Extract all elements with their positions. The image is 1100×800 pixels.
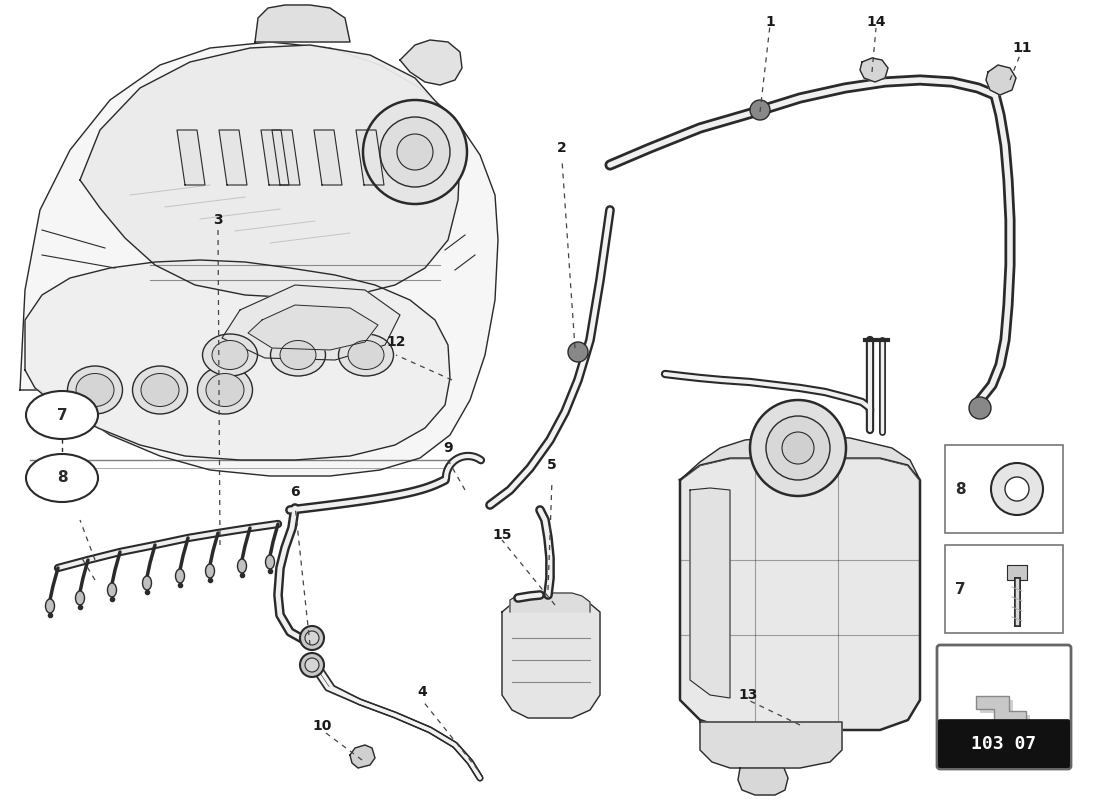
Polygon shape (700, 722, 842, 768)
Ellipse shape (198, 366, 253, 414)
Ellipse shape (271, 334, 326, 376)
Polygon shape (860, 58, 888, 82)
Circle shape (1005, 477, 1028, 501)
Text: 2: 2 (557, 141, 566, 155)
Polygon shape (20, 42, 498, 476)
Polygon shape (248, 305, 378, 350)
Circle shape (305, 658, 319, 672)
Polygon shape (350, 745, 375, 768)
Ellipse shape (108, 583, 117, 597)
Text: 5: 5 (547, 458, 557, 472)
Polygon shape (980, 700, 1030, 727)
Polygon shape (219, 130, 248, 185)
Text: 10: 10 (312, 719, 332, 733)
Ellipse shape (45, 599, 55, 613)
Ellipse shape (212, 341, 248, 370)
Ellipse shape (26, 391, 98, 439)
Text: 8: 8 (57, 470, 67, 486)
Text: 7: 7 (57, 407, 67, 422)
Ellipse shape (280, 341, 316, 370)
Polygon shape (690, 488, 730, 698)
Polygon shape (255, 5, 350, 42)
Ellipse shape (238, 559, 246, 573)
Text: 11: 11 (1012, 41, 1032, 55)
Circle shape (766, 416, 830, 480)
Ellipse shape (76, 591, 85, 605)
Polygon shape (80, 45, 460, 298)
Ellipse shape (206, 564, 214, 578)
Polygon shape (222, 285, 400, 360)
Text: 14: 14 (867, 15, 886, 29)
Polygon shape (314, 130, 342, 185)
Polygon shape (400, 40, 462, 85)
Text: 1: 1 (766, 15, 774, 29)
FancyBboxPatch shape (938, 719, 1070, 768)
Circle shape (379, 117, 450, 187)
Circle shape (750, 100, 770, 120)
Text: 15: 15 (493, 528, 512, 542)
FancyBboxPatch shape (945, 545, 1063, 633)
Text: 13: 13 (738, 688, 758, 702)
Polygon shape (680, 435, 920, 480)
Text: 6: 6 (290, 485, 300, 499)
Circle shape (782, 432, 814, 464)
FancyBboxPatch shape (1006, 565, 1027, 580)
Ellipse shape (141, 374, 179, 406)
Ellipse shape (143, 576, 152, 590)
FancyBboxPatch shape (945, 445, 1063, 533)
Ellipse shape (206, 374, 244, 406)
Circle shape (969, 397, 991, 419)
Text: 9: 9 (443, 441, 453, 455)
Polygon shape (738, 768, 788, 795)
Circle shape (991, 463, 1043, 515)
Polygon shape (976, 696, 1026, 723)
Text: 3: 3 (213, 213, 223, 227)
Circle shape (300, 653, 324, 677)
Circle shape (750, 400, 846, 496)
FancyBboxPatch shape (937, 645, 1071, 769)
Ellipse shape (132, 366, 187, 414)
Ellipse shape (67, 366, 122, 414)
Text: 4: 4 (417, 685, 427, 699)
Polygon shape (502, 598, 600, 718)
Text: 7: 7 (955, 582, 966, 597)
Polygon shape (356, 130, 384, 185)
Ellipse shape (265, 555, 275, 569)
Polygon shape (177, 130, 205, 185)
Polygon shape (986, 65, 1016, 95)
Circle shape (397, 134, 433, 170)
Circle shape (305, 631, 319, 645)
Text: 8: 8 (955, 482, 966, 497)
Ellipse shape (339, 334, 394, 376)
Ellipse shape (26, 454, 98, 502)
Ellipse shape (348, 341, 384, 370)
Circle shape (363, 100, 468, 204)
Text: 103 07: 103 07 (971, 734, 1036, 753)
Ellipse shape (76, 374, 114, 406)
Polygon shape (261, 130, 289, 185)
Circle shape (568, 342, 588, 362)
Text: 12: 12 (386, 335, 406, 349)
Ellipse shape (202, 334, 257, 376)
Polygon shape (510, 593, 590, 612)
Polygon shape (680, 458, 920, 730)
Polygon shape (272, 130, 300, 185)
Polygon shape (25, 260, 450, 460)
Circle shape (300, 626, 324, 650)
Ellipse shape (176, 569, 185, 583)
